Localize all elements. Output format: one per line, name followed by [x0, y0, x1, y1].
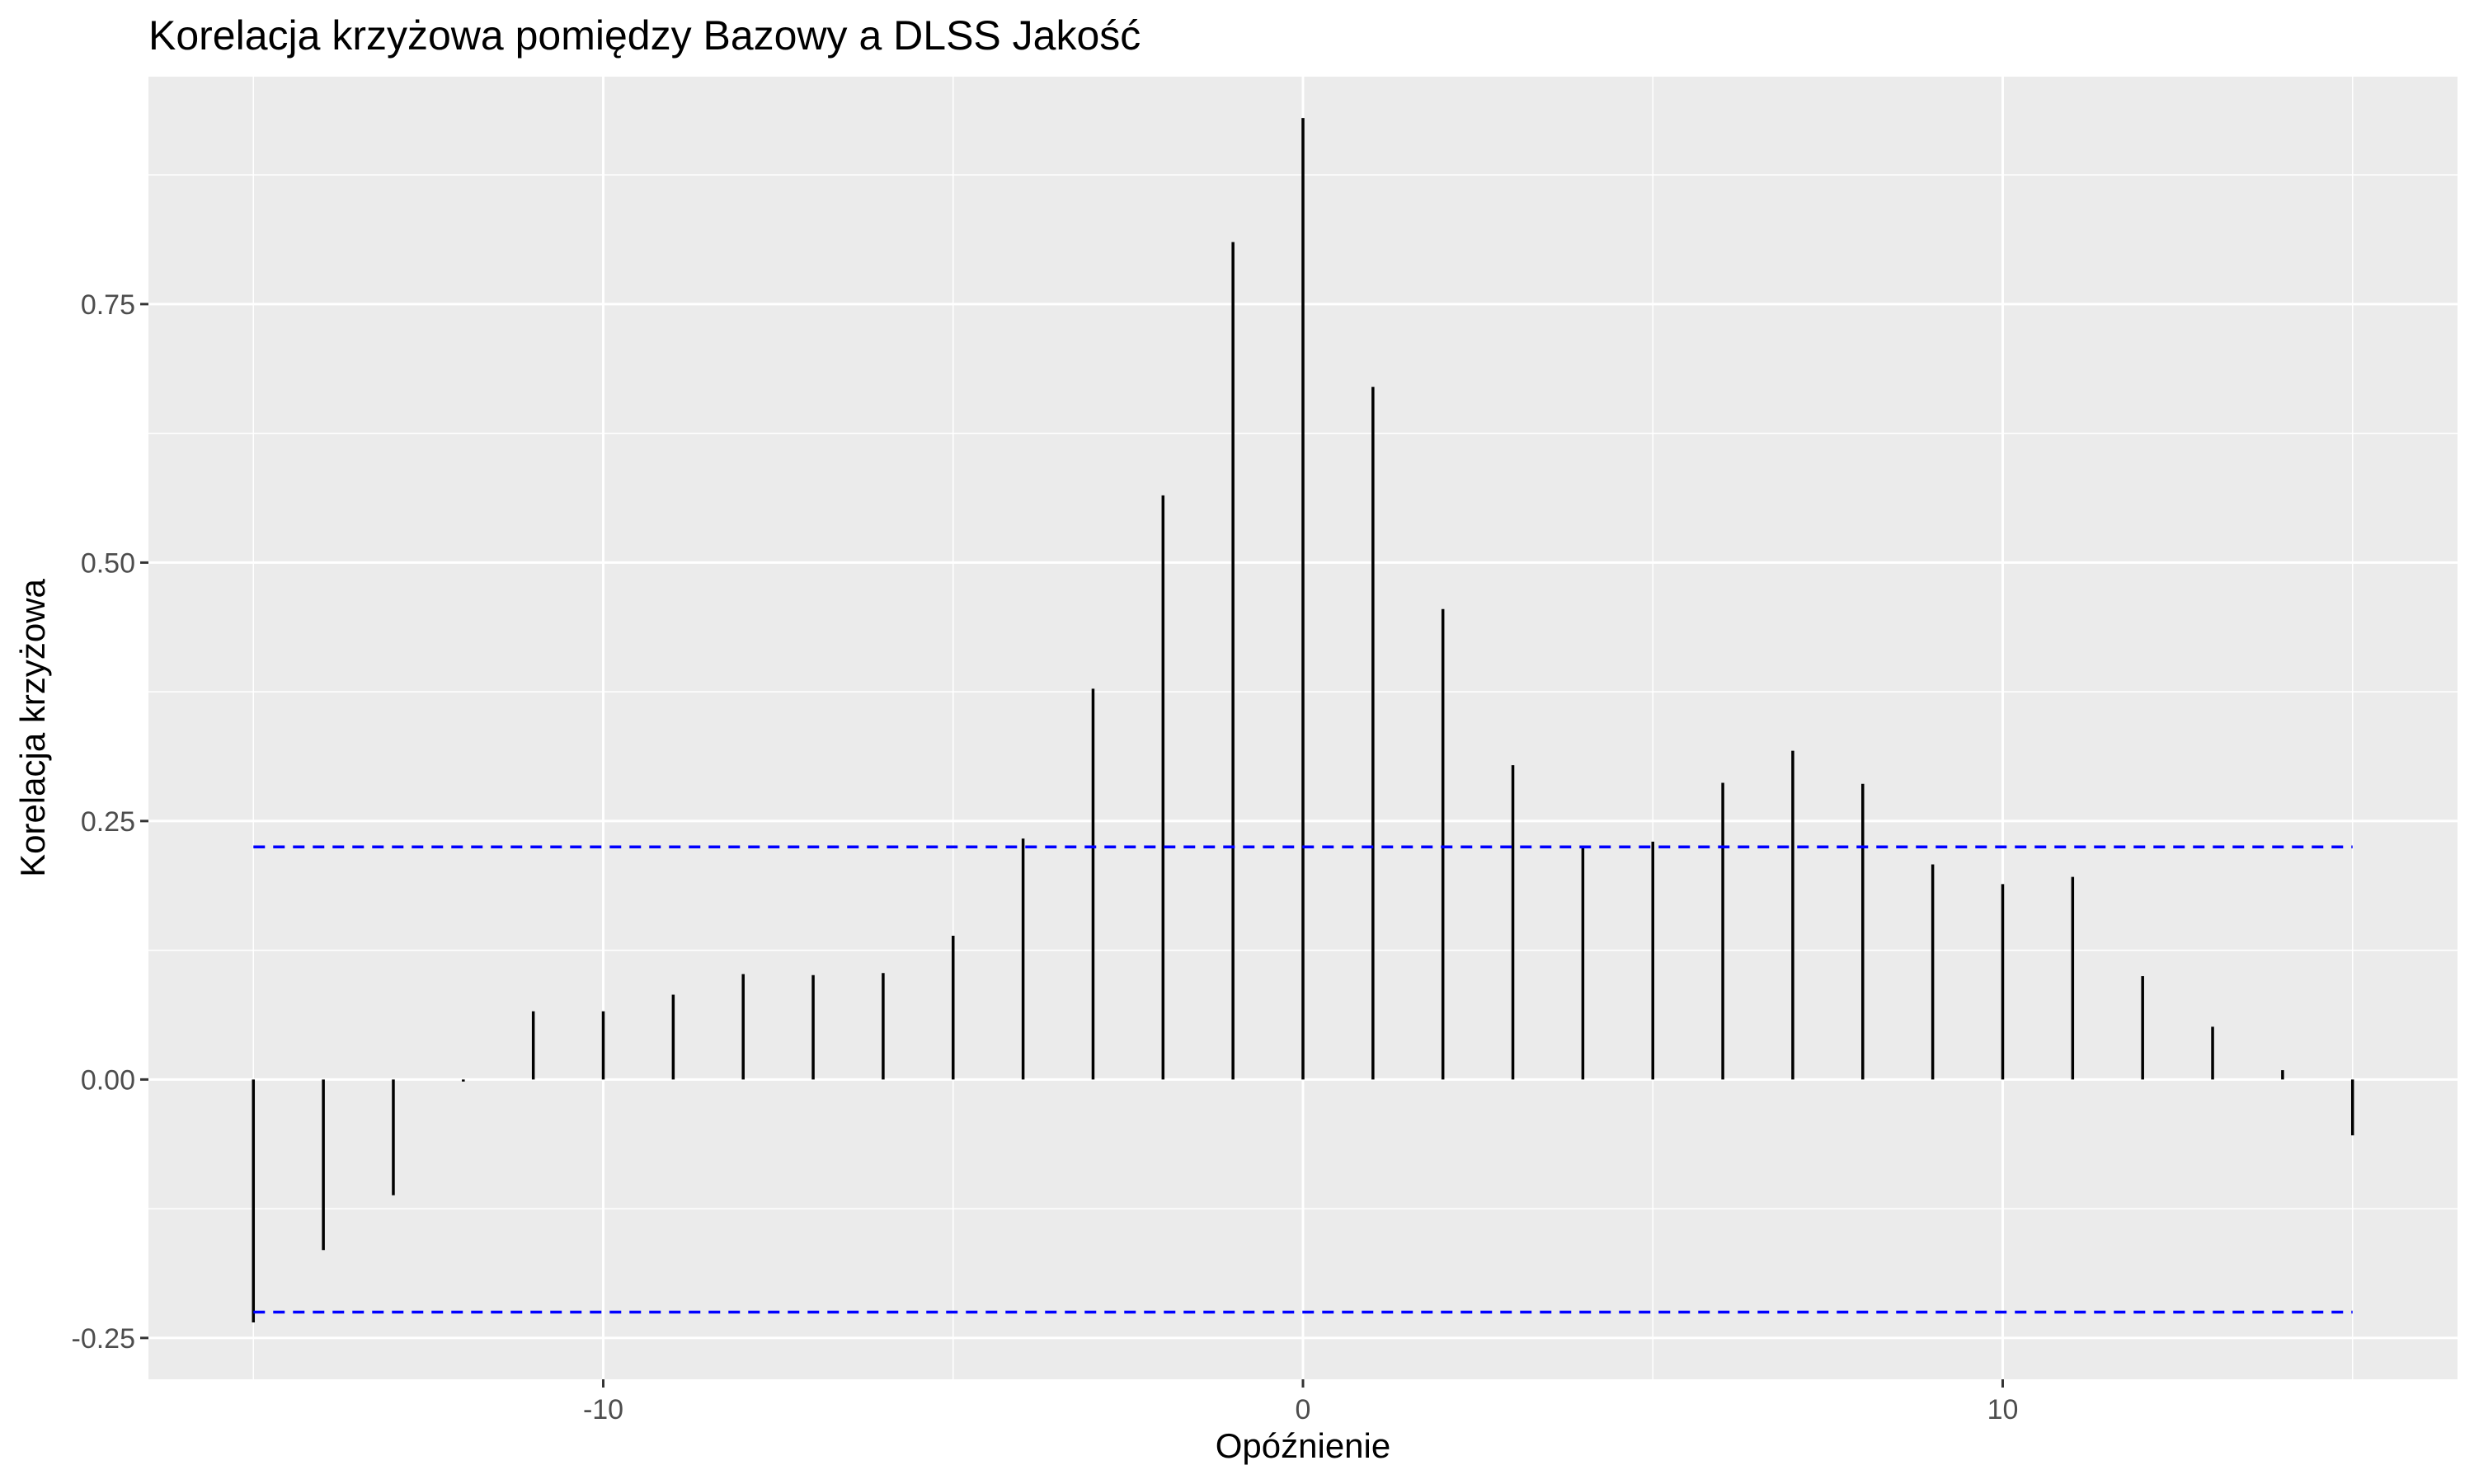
- y-tick-label: -0.25: [72, 1323, 136, 1355]
- y-axis-title: Korelacja krzyżowa: [13, 578, 52, 876]
- y-tick-label: 0.25: [81, 806, 135, 838]
- x-tick-label: -10: [583, 1394, 623, 1425]
- x-tick-label: 0: [1296, 1394, 1311, 1425]
- y-tick-label: 0.50: [81, 547, 135, 579]
- chart-title: Korelacja krzyżowa pomiędzy Bazowy a DLS…: [148, 12, 1141, 59]
- y-tick-label: 0.00: [81, 1064, 135, 1096]
- ccf-bars: [252, 118, 2354, 1323]
- y-tick-label: 0.75: [81, 289, 135, 321]
- y-axis: -0.25 0.00 0.25 0.50 0.75: [72, 289, 148, 1355]
- confidence-bounds: [253, 845, 2353, 1314]
- x-axis: -10 0 10: [583, 1379, 2018, 1425]
- x-axis-title: Opóźnienie: [1216, 1426, 1390, 1465]
- x-tick-label: 10: [1987, 1394, 2019, 1425]
